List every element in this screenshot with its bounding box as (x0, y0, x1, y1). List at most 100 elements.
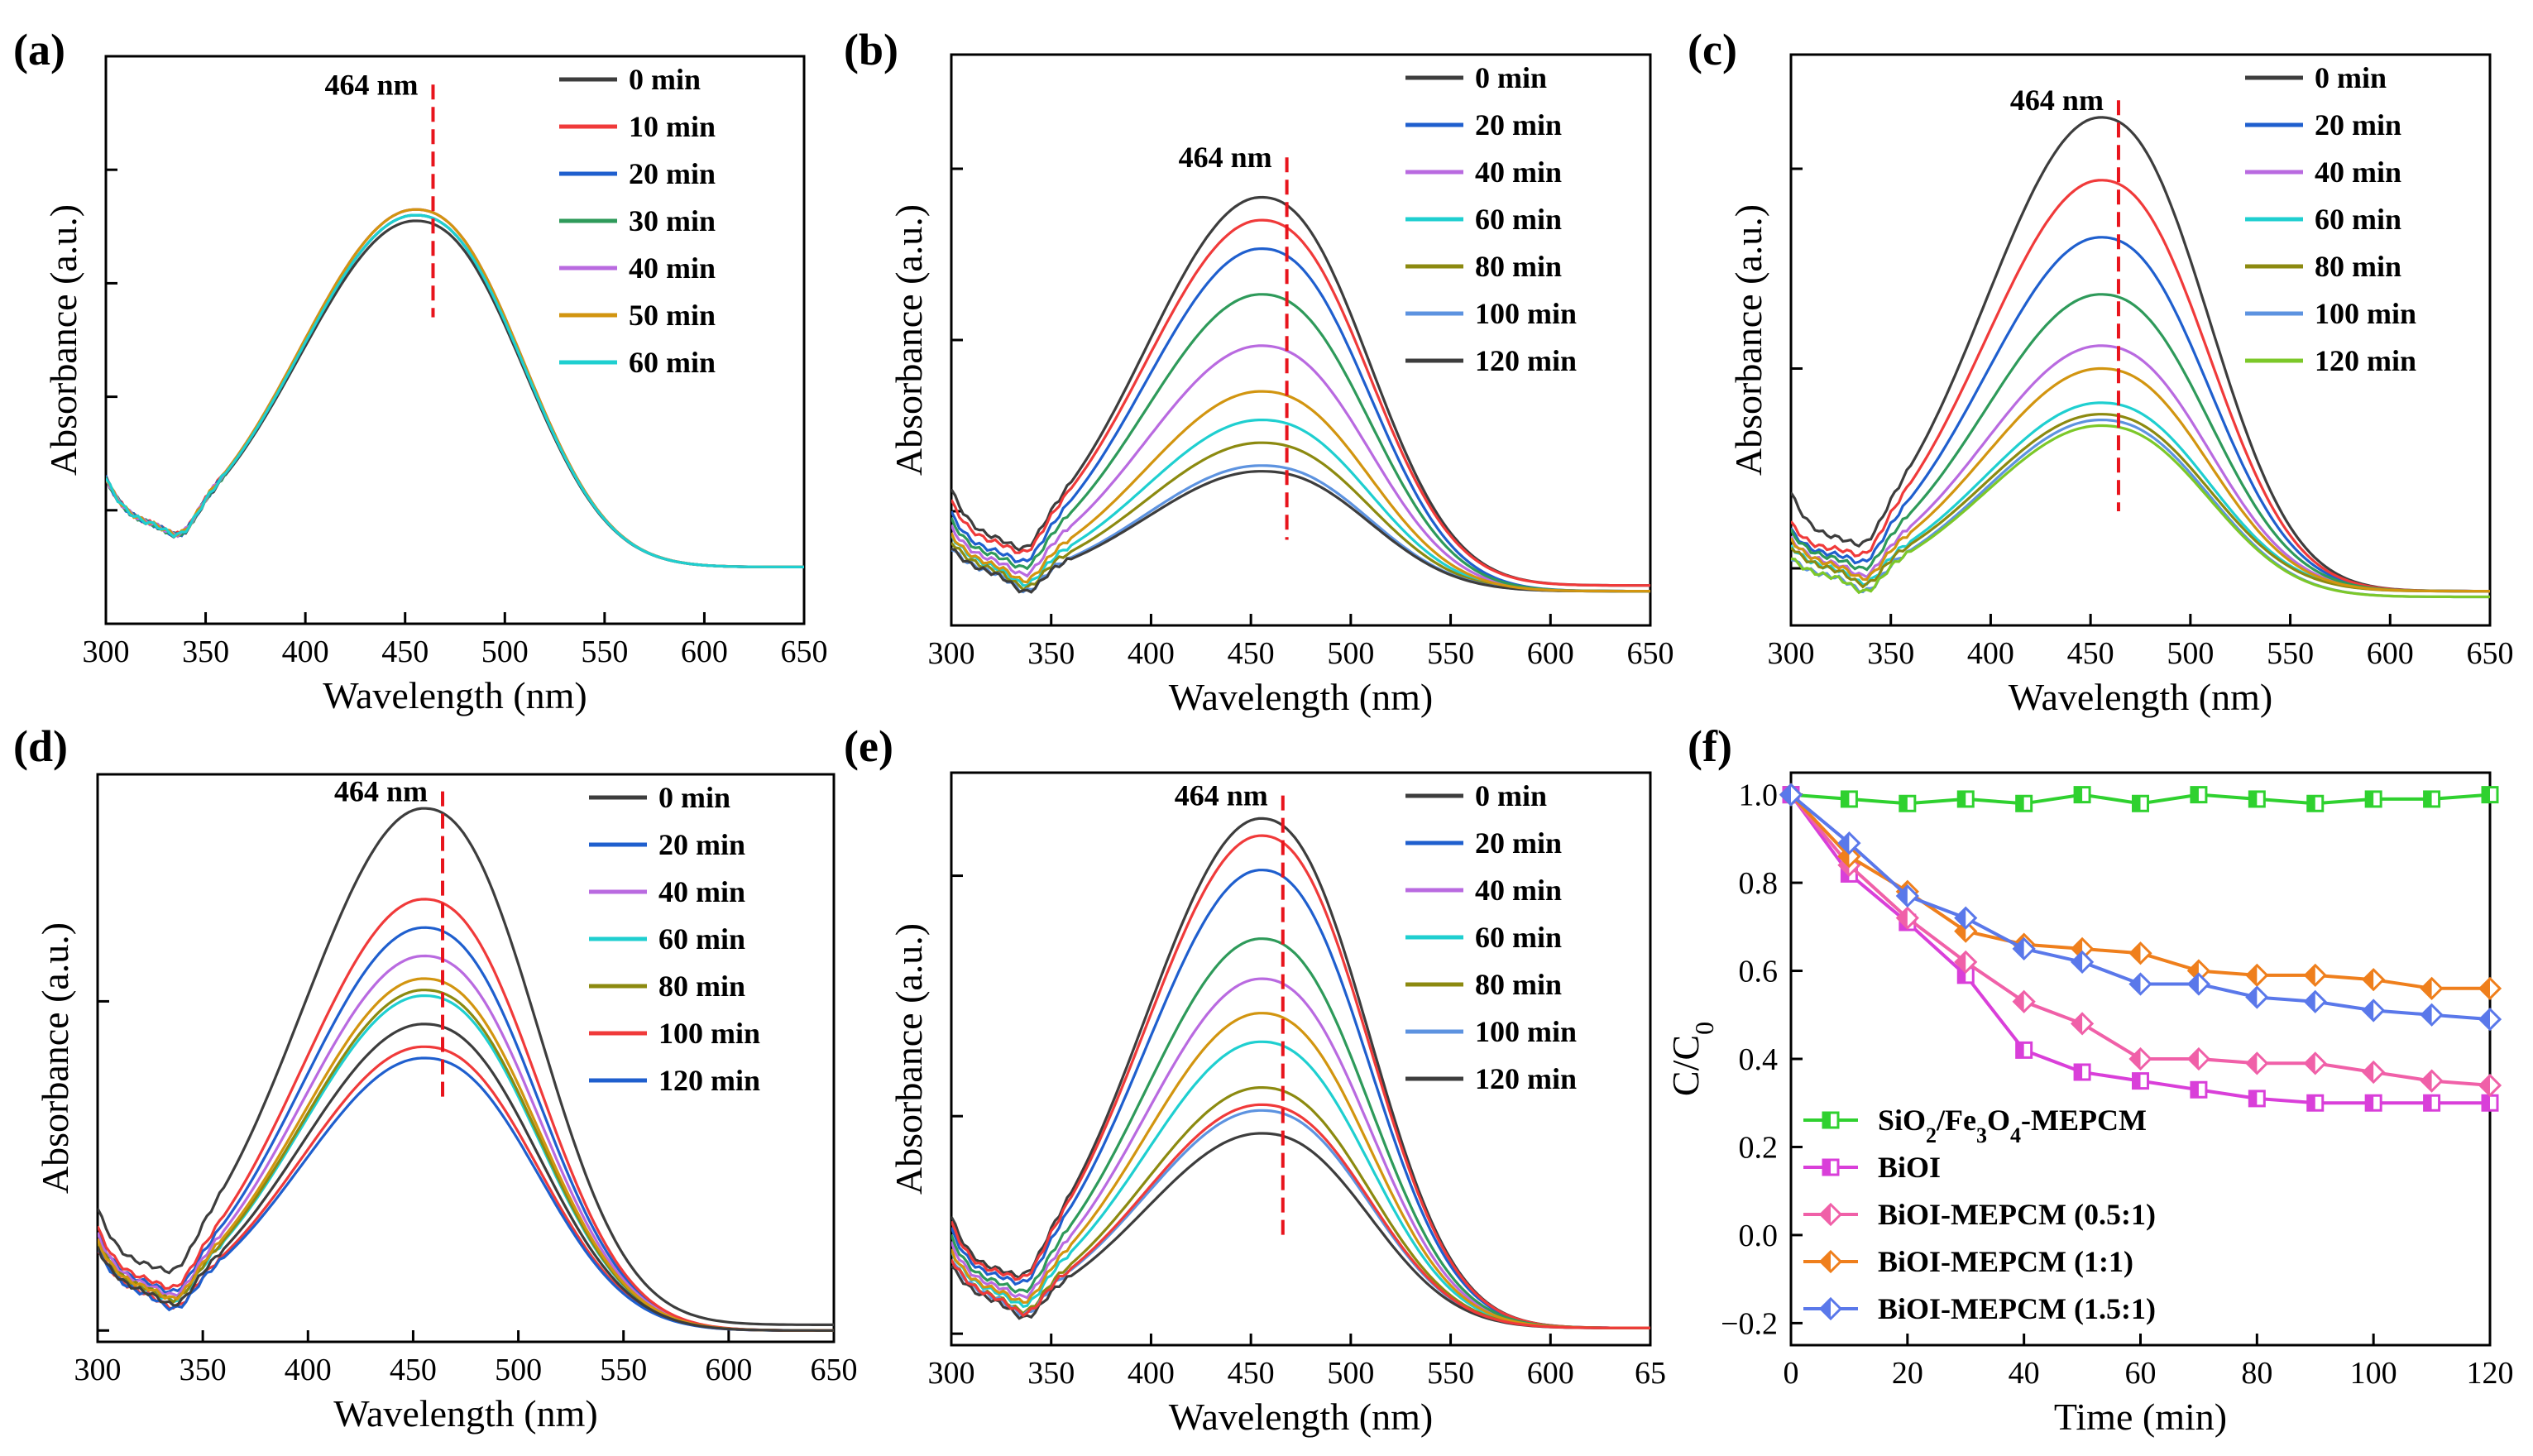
spectrum-line (951, 390, 1650, 593)
peak-label: 464 nm (334, 775, 428, 808)
x-tick-label: 650 (781, 635, 828, 669)
data-point-fill (2480, 1009, 2490, 1030)
legend-item: 120 min (2315, 344, 2416, 377)
data-point (1818, 1202, 1843, 1227)
spectrum-line (98, 1023, 834, 1332)
panel-d: (d) 300 350 400 450 500 550 600 650 Wavelength (n… (13, 721, 858, 1434)
data-point (2364, 790, 2382, 808)
panel-label: (b) (844, 25, 898, 74)
data-point (2362, 999, 2386, 1023)
data-point (2306, 794, 2325, 812)
data-point-fill (1899, 796, 1908, 812)
data-point (2012, 989, 2036, 1013)
data-point-fill (2188, 974, 2199, 994)
legend-item: 120 min (658, 1064, 760, 1097)
panel-c: (c) 300 350 400 450 500 550 600 650 Wavelength (n… (1688, 25, 2514, 718)
spectrum-line (1791, 401, 2490, 593)
legend-item: 60 min (629, 346, 716, 379)
data-point-fill (2305, 991, 2315, 1012)
x-axis-title: Wavelength (nm) (323, 674, 587, 716)
legend-item: 0 min (629, 63, 701, 96)
data-point-fill (2013, 938, 2024, 959)
data-point (2303, 963, 2327, 987)
data-point (2420, 1003, 2444, 1027)
data-point-fill (2305, 1053, 2315, 1074)
data-point (1954, 950, 1978, 975)
spectrum-line (1791, 413, 2490, 593)
data-point-fill (2307, 796, 2315, 812)
legend-item: BiOI-MEPCM (0.5:1) (1878, 1198, 2156, 1231)
data-point (2478, 976, 2502, 1000)
legend-text-part: /Fe (1936, 1104, 1976, 1137)
y-axis-title: Absorbance (a.u.) (888, 204, 930, 476)
y-tick-label: −0.2 (1721, 1306, 1778, 1341)
spectrum-line (951, 441, 1650, 593)
data-point (2186, 1046, 2211, 1071)
data-point (2015, 794, 2033, 812)
y-axis-title: Absorbance (a.u.) (888, 923, 930, 1195)
x-tick-label: 600 (705, 1353, 752, 1387)
panel-label: (c) (1688, 25, 1737, 74)
x-tick-label: 550 (581, 635, 628, 669)
data-point-fill (2247, 987, 2258, 1008)
legend-item: 20 min (2315, 108, 2401, 141)
series-3 (1779, 783, 2502, 1000)
legend-item: 20 min (658, 828, 745, 861)
data-point (2132, 794, 2149, 812)
legend-item: BiOI-MEPCM (1:1) (1878, 1245, 2133, 1278)
data-point (1840, 790, 1858, 808)
data-point-fill (2480, 1075, 2490, 1095)
data-point (2128, 941, 2152, 965)
data-point-fill (2188, 1049, 2199, 1069)
series-group (106, 208, 804, 568)
data-point-fill (2421, 978, 2432, 999)
x-axis-title: Time (min) (2054, 1396, 2227, 1438)
spectrum-line (98, 807, 834, 1326)
series-group (1791, 116, 2490, 599)
peak-label: 464 nm (1179, 141, 1272, 174)
spectrum-line (951, 293, 1650, 593)
legend-text-part: O (1987, 1104, 2010, 1137)
legend-item: 60 min (2315, 203, 2401, 236)
x-tick-label: 300 (928, 1356, 975, 1391)
data-point-fill (2305, 965, 2315, 985)
y-axis-title: C/C0 (1664, 1022, 1719, 1096)
data-point-fill (2366, 1095, 2374, 1111)
data-point (2070, 950, 2095, 975)
data-point (2481, 1094, 2499, 1112)
data-point-fill (1823, 1160, 1831, 1175)
data-point (2073, 786, 2091, 804)
legend-item: 60 min (658, 922, 745, 956)
data-point-fill (2483, 787, 2490, 802)
data-point-fill (1958, 791, 1966, 807)
legend-item: 50 min (629, 299, 716, 332)
legend-item: 40 min (1475, 874, 1562, 907)
x-tick-label: 40 (2009, 1356, 2040, 1391)
legend-item: 60 min (1475, 203, 1562, 236)
data-point (2303, 1051, 2327, 1075)
x-tick-label: 350 (182, 635, 229, 669)
data-point-fill (2072, 951, 2083, 972)
legend-item: 120 min (1475, 344, 1577, 377)
data-point-fill (1897, 886, 1908, 907)
legend-item: 40 min (2315, 156, 2401, 189)
data-point-fill (1956, 908, 1966, 928)
data-point-fill (2016, 1042, 2024, 1058)
data-point (2306, 1094, 2325, 1112)
series-line (1789, 793, 2491, 1087)
data-point (1954, 906, 1978, 930)
data-point-fill (1821, 1252, 1831, 1272)
panel-a: (a) 300 350 400 450 500 550 600 650 Wavelength (n… (13, 25, 828, 716)
x-tick-label: 450 (381, 635, 429, 669)
x-tick-label: 400 (1128, 1356, 1175, 1391)
y-tick-label: 1.0 (1739, 778, 1779, 813)
panel-label: (e) (844, 721, 893, 771)
peak-label: 464 nm (324, 68, 418, 101)
data-point (2362, 1060, 2386, 1085)
legend-item: 100 min (658, 1017, 760, 1050)
plot-frame (96, 773, 836, 1343)
x-tick-label: 500 (1327, 1356, 1374, 1391)
spectrum-line (1791, 366, 2490, 593)
legend-item: 0 min (2315, 61, 2387, 94)
data-point-fill (2247, 1053, 2258, 1074)
